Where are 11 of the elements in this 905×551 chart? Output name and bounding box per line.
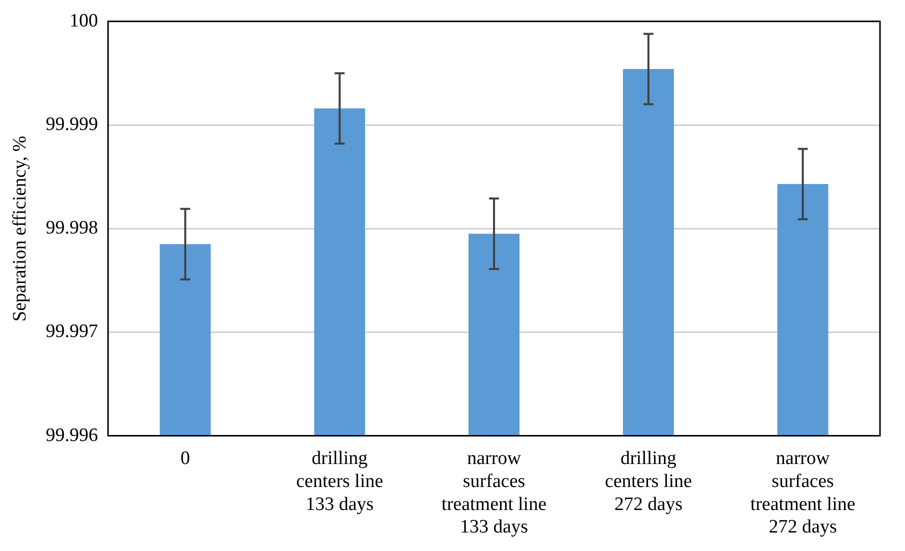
- x-tick-label: narrow surfaces treatment line 272 days: [750, 448, 856, 538]
- x-tick-label: drilling centers line 133 days: [296, 448, 384, 515]
- y-tick-label: 100: [70, 10, 98, 32]
- x-tick-label: drilling centers line 272 days: [604, 448, 692, 515]
- y-tick-label: 99.998: [46, 218, 98, 239]
- y-tick-label: 99.999: [46, 114, 98, 135]
- x-tick-label: narrow surfaces treatment line 133 days: [442, 448, 547, 538]
- y-tick-label: 99.996: [46, 424, 98, 446]
- y-tick-label: 99.997: [46, 321, 98, 342]
- x-tick-label: 0: [180, 448, 190, 470]
- y-axis-title: Separation efficiency, %: [9, 136, 30, 322]
